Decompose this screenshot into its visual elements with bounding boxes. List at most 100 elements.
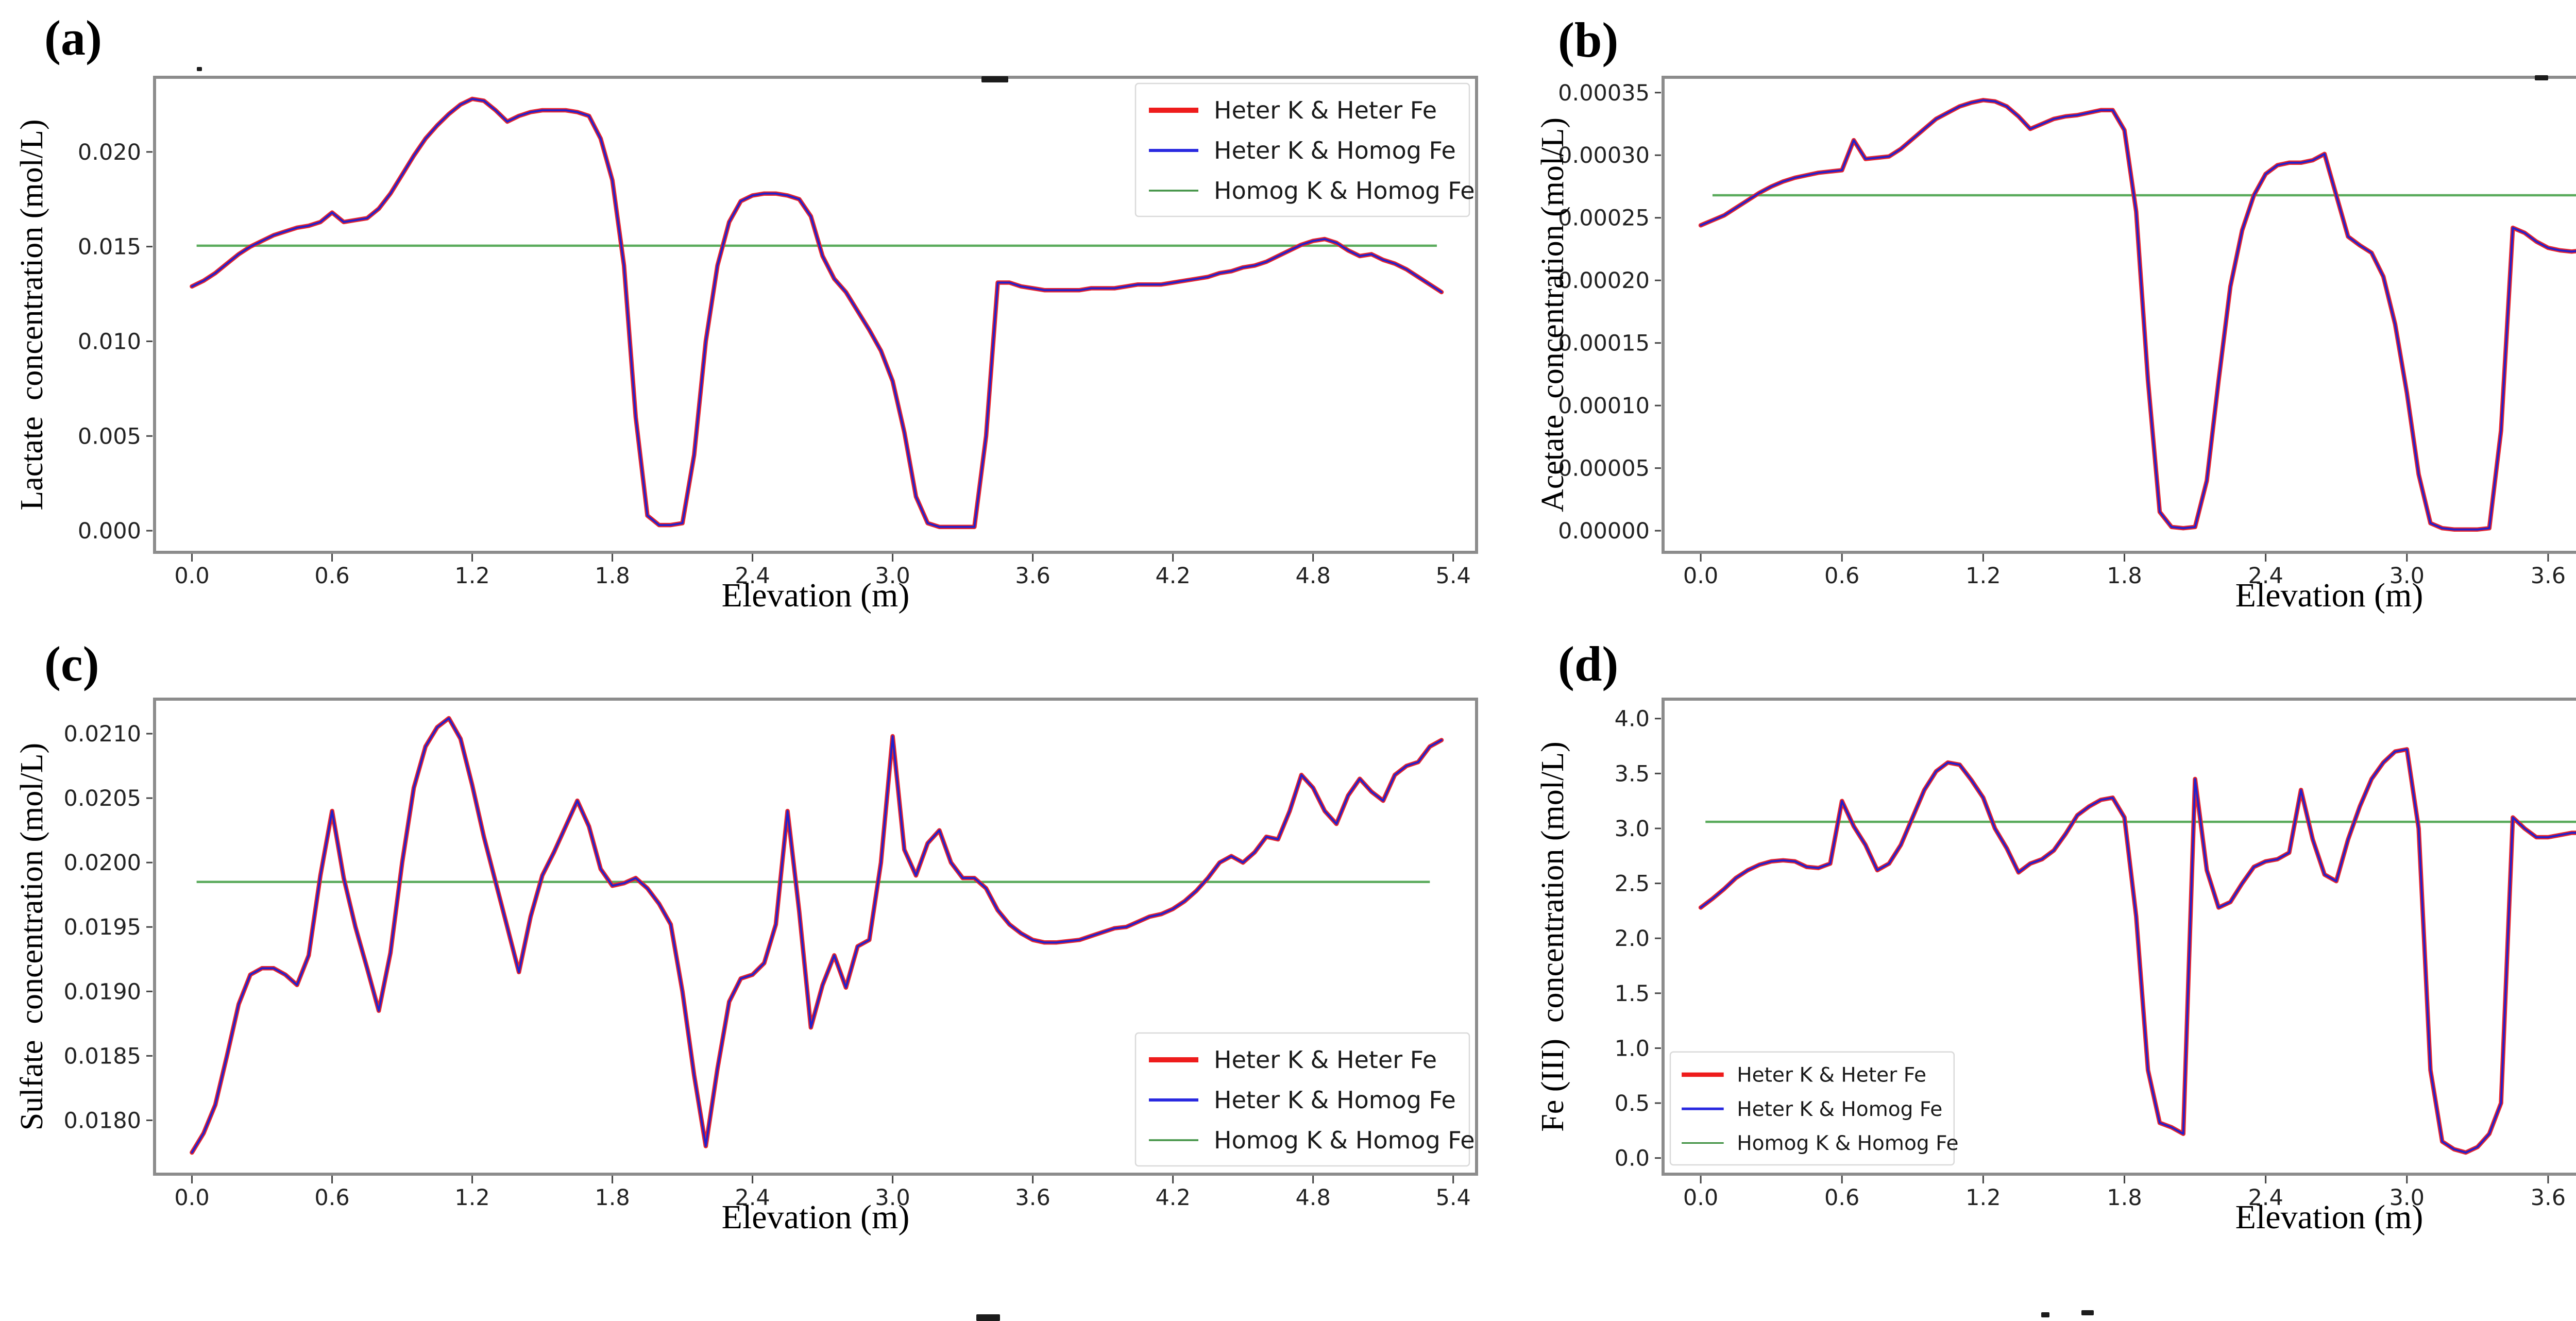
x-tick-label: 1.8 (2107, 563, 2142, 589)
x-tick-label: 3.0 (2389, 1185, 2425, 1211)
y-tick-label: 0.0190 (64, 979, 141, 1005)
stray-mark (981, 76, 1008, 82)
panel-a: (a) Lactate concentration (mol/L) 0.0 0.6… (0, 0, 1507, 621)
y-tick-label: 0.00015 (1558, 331, 1650, 357)
y-tick-label: 0.015 (78, 234, 141, 260)
series-heter-heter-line (1698, 98, 2576, 532)
stray-mark (2081, 1310, 2094, 1315)
series-heter-homog-line (191, 98, 1443, 528)
y-tick-label: 0.0205 (64, 786, 141, 811)
series-heter-homog-line (1700, 99, 2576, 531)
x-tick-label: 5.4 (1435, 563, 1470, 589)
plot-frame (1662, 698, 2576, 1176)
panel-d-letter: (d) (1558, 636, 1619, 691)
y-tick-label: 2.0 (1615, 926, 1650, 952)
x-tick-label: 3.0 (875, 563, 910, 589)
x-tick-label: 2.4 (2248, 563, 2283, 589)
plot-svg-a: 0.0 0.6 1.2 1.8 2.4 3.0 3.6 4.2 4.8 5.4 0.000 0.005… (78, 76, 1478, 589)
y-tick-label: 0.0 (1615, 1146, 1650, 1172)
y-tick-label: 4.0 (1615, 706, 1650, 732)
legend-entry-label: Heter K & Heter Fe (1214, 96, 1437, 124)
panel-a-y-axis-title: Lactate concentration (mol/L) (14, 119, 49, 511)
y-tick-label: 1.5 (1615, 981, 1650, 1007)
x-tick-label: 0.6 (314, 1185, 349, 1211)
panel-d: (d) Fe (III) concentration (mol/L) 0.0 0.… (1506, 622, 2576, 1243)
x-tick-label: 0.0 (174, 563, 209, 589)
panel-a-x-axis-title: Elevation (m) (721, 577, 910, 614)
y-tick-label: 0.5 (1615, 1091, 1650, 1116)
y-tick-label: 0.005 (78, 424, 141, 449)
y-tick-label: 0.00025 (1558, 206, 1650, 231)
x-tick-label: 3.6 (2531, 563, 2566, 589)
plot-svg-d: 0.00.61.21.82.43.03.64.24.85.40.00.51.01… (1615, 698, 2576, 1211)
legend-entry-label: Heter K & Homog Fe (1737, 1098, 1942, 1121)
x-tick-label: 1.2 (454, 563, 489, 589)
y-tick-label: 1.0 (1615, 1036, 1650, 1061)
x-tick-label: 1.8 (595, 563, 630, 589)
panel-c: (c) Sulfate concentration (mol/L) 0.0 0.6… (0, 622, 1507, 1243)
x-tick-label: 1.2 (1965, 563, 2001, 589)
x-tick-label: 2.4 (2248, 1185, 2283, 1211)
series-heter-homog-line (1700, 748, 2576, 1154)
x-tick-label: 0.0 (1683, 563, 1718, 589)
plot-frame (153, 76, 1478, 554)
plot-svg-c: 0.0 0.6 1.2 1.8 2.4 3.0 3.6 4.2 4.8 5.4 0.0180 0.01… (64, 698, 1478, 1211)
x-tick-label: 5.4 (1435, 1185, 1470, 1211)
x-tick-label: 3.0 (2389, 563, 2425, 589)
legend-entry-label: Homog K & Homog Fe (1737, 1132, 1958, 1155)
legend-entry-label: Heter K & Homog Fe (1214, 137, 1456, 164)
y-tick-label: 0.010 (78, 329, 141, 354)
legend-entry-label: Homog K & Homog Fe (1214, 177, 1475, 205)
panel-b: (b) Acetate concentration (mol/L) 0.0 0.6… (1506, 0, 2576, 621)
x-tick-label: 4.2 (1155, 1185, 1190, 1211)
legend-box (1669, 1051, 1955, 1166)
panel-b-letter: (b) (1558, 12, 1619, 67)
y-tick-label: 3.0 (1615, 816, 1650, 842)
stray-mark (976, 1314, 1000, 1321)
x-tick-label: 3.6 (2531, 1185, 2566, 1211)
x-tick-label: 1.2 (454, 1185, 489, 1211)
y-tick-label: 0.0185 (64, 1043, 141, 1069)
x-tick-label: 2.4 (735, 563, 770, 589)
y-tick-label: 0.0195 (64, 914, 141, 940)
y-tick-label: 0.000 (78, 518, 141, 544)
series-heter-homog-line (191, 717, 1443, 1154)
panel-b-y-axis-title: Acetate concentration (mol/L) (1535, 117, 1570, 513)
legend-entry-label: Heter K & Homog Fe (1214, 1086, 1456, 1114)
panel-d-x-axis-title: Elevation (m) (2235, 1198, 2424, 1236)
y-tick-label: 3.5 (1615, 761, 1650, 787)
plot-frame (153, 698, 1478, 1176)
legend-entry-label: Homog K & Homog Fe (1214, 1126, 1475, 1154)
y-tick-label: 0.020 (78, 140, 141, 165)
legend-entry-label: Heter K & Heter Fe (1214, 1046, 1437, 1074)
x-tick-label: 2.4 (735, 1185, 770, 1211)
x-tick-label: 3.6 (1015, 563, 1050, 589)
y-tick-label: 0.0210 (64, 721, 141, 747)
panel-b-x-axis-title: Elevation (m) (2235, 577, 2424, 614)
plot-frame (1662, 76, 2576, 554)
panel-d-y-axis-title: Fe (III) concentration (mol/L) (1535, 741, 1570, 1132)
y-tick-label: 0.00010 (1558, 393, 1650, 419)
x-tick-label: 0.6 (314, 563, 349, 589)
y-tick-label: 0.00020 (1558, 268, 1650, 294)
plot-svg-b: 0.00.61.21.82.43.03.64.24.85.40.000000.0… (1558, 76, 2576, 589)
y-tick-label: 0.0180 (64, 1108, 141, 1133)
y-tick-label: 0.00035 (1558, 80, 1650, 106)
panel-c-letter: (c) (44, 636, 99, 691)
x-tick-label: 0.0 (1683, 1185, 1718, 1211)
stray-mark (2041, 1312, 2049, 1317)
y-tick-label: 0.00000 (1558, 518, 1650, 544)
y-tick-label: 2.5 (1615, 871, 1650, 897)
x-tick-label: 4.8 (1295, 1185, 1330, 1211)
x-tick-label: 3.0 (875, 1185, 910, 1211)
x-tick-label: 0.6 (1824, 1185, 1859, 1211)
y-tick-label: 0.00030 (1558, 143, 1650, 168)
legend-box (1134, 82, 1470, 217)
stray-mark (2535, 75, 2548, 80)
x-tick-label: 0.0 (174, 1185, 209, 1211)
x-tick-label: 1.8 (2107, 1185, 2142, 1211)
panel-c-x-axis-title: Elevation (m) (721, 1198, 910, 1236)
legend-entry-label: Heter K & Heter Fe (1737, 1064, 1926, 1087)
x-tick-label: 1.8 (595, 1185, 630, 1211)
